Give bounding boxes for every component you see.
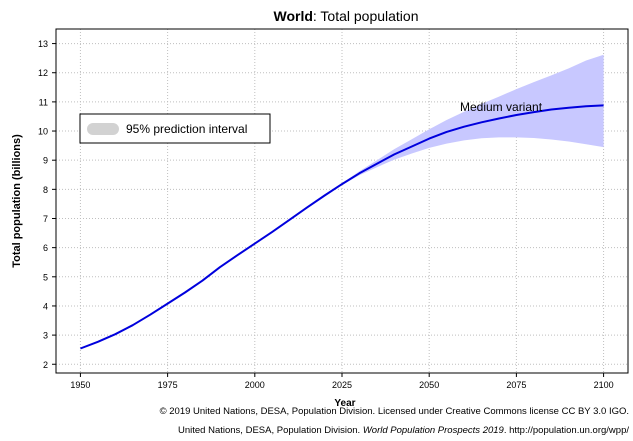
legend: 95% prediction interval: [79, 113, 271, 144]
prediction-interval-band: [324, 54, 604, 196]
x-tick-label: 2025: [332, 380, 352, 390]
y-tick-label: 6: [43, 243, 48, 253]
footer-copyright: © 2019 United Nations, DESA, Population …: [159, 406, 629, 417]
x-tick-label: 2100: [594, 380, 614, 390]
chart-title-bold: World: [273, 8, 312, 24]
y-tick-label: 2: [43, 360, 48, 370]
y-tick-label: 3: [43, 331, 48, 341]
footer-citation-post: . http://population.un.org/wpp/: [503, 425, 629, 436]
y-tick-label: 8: [43, 185, 48, 195]
chart-title: World: Total population: [273, 8, 418, 24]
y-tick-label: 5: [43, 272, 48, 282]
x-tick-label: 1975: [158, 380, 178, 390]
y-tick-label: 13: [38, 39, 48, 49]
legend-swatch: [87, 123, 119, 135]
x-tick-label: 2000: [245, 380, 265, 390]
chart-title-rest: : Total population: [313, 8, 419, 24]
axis-ticks: 2 3 4 5 6 7 8 9 10 11 12 13 1950 1975 2000 2025 2050 2075…: [38, 39, 614, 390]
y-tick-label: 7: [43, 214, 48, 224]
series-label: Medium variant: [460, 100, 543, 114]
y-tick-label: 12: [38, 68, 48, 78]
y-tick-label: 11: [39, 97, 48, 107]
y-axis-label: Total population (billions): [11, 134, 23, 268]
series-line-group: [80, 104, 604, 350]
gridlines: [56, 29, 628, 373]
y-tick-label: 10: [38, 127, 48, 137]
x-tick-label: 1950: [70, 380, 90, 390]
footer-citation: United Nations, DESA, Population Divisio…: [178, 425, 633, 436]
y-tick-label: 9: [43, 156, 48, 166]
x-axis-label: Year: [334, 398, 355, 409]
footer-citation-title: World Population Prospects 2019: [362, 425, 504, 436]
legend-label: 95% prediction interval: [126, 122, 247, 136]
x-tick-label: 2050: [419, 380, 439, 390]
prediction-band-group: [324, 54, 604, 196]
series-line: [80, 104, 604, 350]
footer-citation-pre: United Nations, DESA, Population Divisio…: [178, 425, 363, 436]
x-tick-label: 2075: [506, 380, 526, 390]
y-tick-label: 4: [43, 301, 48, 311]
